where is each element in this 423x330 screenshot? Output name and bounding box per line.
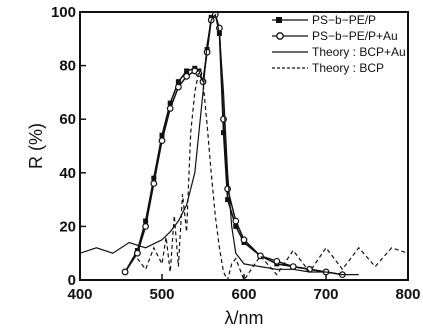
series-line — [80, 13, 359, 276]
legend-label: Theory : BCP — [312, 61, 384, 75]
data-point — [233, 223, 239, 229]
y-tick-label: 100 — [51, 4, 76, 21]
y-tick-label: 80 — [59, 58, 76, 75]
data-point — [225, 197, 231, 203]
series-line — [136, 68, 408, 280]
x-tick-label: 600 — [231, 286, 256, 303]
data-point — [151, 175, 157, 181]
y-axis-title: R (%) — [26, 123, 46, 169]
data-point — [121, 268, 129, 276]
data-point — [240, 236, 248, 244]
legend-label: PS−b−PE/P+Au — [312, 29, 398, 43]
data-point — [159, 132, 165, 138]
data-point — [175, 79, 181, 85]
data-point — [150, 180, 158, 187]
y-tick-label: 0 — [68, 272, 76, 289]
data-point — [167, 100, 173, 106]
plot-area — [80, 12, 408, 280]
axis-ticks: 400 500 600 700 800 0 20 40 60 80 100 — [51, 4, 421, 303]
y-tick-label: 20 — [59, 218, 76, 235]
series-line — [124, 13, 343, 276]
legend-label: Theory : BCP+Au — [312, 45, 406, 59]
y-tick-label: 60 — [59, 111, 76, 128]
data-point — [184, 68, 190, 74]
data-point — [289, 263, 297, 271]
x-tick-label: 700 — [313, 286, 338, 303]
data-point — [166, 105, 174, 112]
x-tick-label: 800 — [395, 286, 420, 303]
data-point — [273, 257, 281, 265]
legend-marker — [276, 32, 284, 40]
data-point — [158, 137, 166, 145]
data-point — [232, 217, 240, 225]
data-point — [142, 222, 150, 230]
x-axis-title: λ/nm — [224, 308, 263, 328]
legend: PS−b−PE/P PS−b−PE/P+Au Theory : BCP+Au Theo… — [272, 13, 406, 75]
x-tick-label: 500 — [149, 286, 174, 303]
legend-marker — [276, 17, 282, 23]
y-tick-label: 40 — [59, 165, 76, 182]
series-3 — [136, 68, 408, 280]
plot-layer — [80, 12, 408, 280]
data-point — [221, 130, 226, 136]
data-point — [183, 72, 191, 80]
x-tick-label: 400 — [67, 286, 92, 303]
data-point — [133, 249, 141, 257]
data-point — [174, 83, 182, 91]
legend-label: PS−b−PE/P — [312, 13, 376, 27]
data-point — [143, 218, 149, 224]
series-2 — [80, 13, 359, 276]
